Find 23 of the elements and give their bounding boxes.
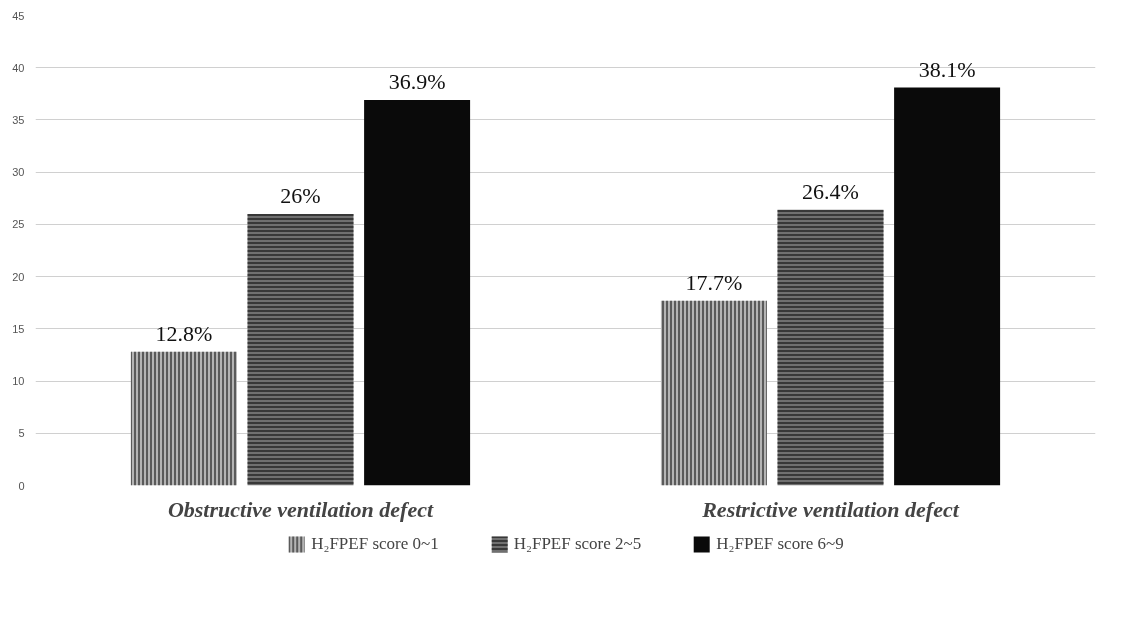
y-tick-label: 10 bbox=[12, 375, 25, 388]
y-tick-label: 30 bbox=[12, 166, 25, 179]
bar bbox=[894, 87, 1001, 486]
data-label: 26.4% bbox=[802, 178, 859, 204]
y-tick-label: 0 bbox=[18, 479, 25, 492]
y-tick-label: 40 bbox=[12, 61, 25, 74]
data-label: 17.7% bbox=[685, 269, 743, 295]
y-tick-label: 20 bbox=[12, 270, 25, 283]
data-label: 26% bbox=[280, 182, 321, 208]
legend-label: H₂FPEF score 6~9 bbox=[716, 534, 844, 554]
x-tick-label: Obstructive ventilation defect bbox=[167, 496, 434, 522]
bar bbox=[364, 100, 471, 486]
y-tick-label: 25 bbox=[12, 218, 25, 231]
y-tick-label: 15 bbox=[12, 322, 25, 335]
data-label: 38.1% bbox=[918, 56, 976, 82]
y-tick-label: 35 bbox=[12, 113, 25, 126]
legend-label: H₂FPEF score 0~1 bbox=[311, 534, 439, 554]
legend-label: H₂FPEF score 2~5 bbox=[513, 534, 642, 554]
x-tick-label: Restrictive ventilation defect bbox=[701, 496, 960, 522]
data-label: 12.8% bbox=[155, 320, 213, 346]
y-tick-label: 45 bbox=[12, 9, 25, 22]
y-tick-label: 5 bbox=[18, 427, 25, 440]
data-label: 36.9% bbox=[388, 69, 446, 95]
